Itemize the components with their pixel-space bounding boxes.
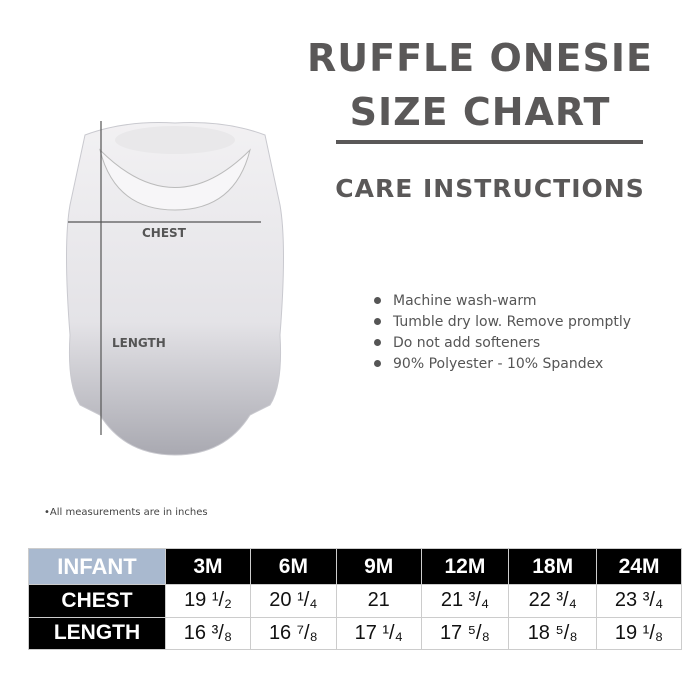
care-item: Machine wash-warm (374, 290, 631, 311)
table-cell: 21 (335, 584, 422, 618)
title-divider (336, 140, 643, 144)
measurement-note: •All measurements are in inches (44, 507, 208, 518)
row-header: LENGTH (28, 616, 166, 650)
table-cell: 19 ¹/₂ (165, 584, 251, 618)
chest-label: CHEST (142, 226, 186, 240)
table-cell: 17 ⁵/₈ (420, 616, 510, 650)
care-item: Do not add softeners (374, 332, 631, 353)
table-cell: 22 ³/₄ (508, 584, 598, 618)
bullet-icon (374, 297, 381, 304)
care-list: Machine wash-warm Tumble dry low. Remove… (374, 290, 631, 374)
size-header: 18M (508, 548, 598, 585)
chest-row: CHEST 19 ¹/₂ 20 ¹/₄ 21 21 ³/₄ 22 ³/₄ 23 … (28, 584, 682, 618)
table-cell: 20 ¹/₄ (249, 584, 337, 618)
title-line-2: SIZE CHART (349, 90, 611, 134)
infant-header: INFANT (28, 548, 166, 585)
care-text: Machine wash-warm (393, 292, 537, 309)
size-table: INFANT 3M 6M 9M 12M 18M 24M CHEST 19 ¹/₂… (28, 548, 682, 650)
title-line-1: RUFFLE ONESIE (307, 36, 653, 80)
length-row: LENGTH 16 ³/₈ 16 ⁷/₈ 17 ¹/₄ 17 ⁵/₈ 18 ⁵/… (28, 616, 682, 650)
table-cell: 18 ⁵/₈ (508, 616, 598, 650)
row-header: CHEST (28, 584, 166, 618)
size-header: 6M (249, 548, 337, 585)
length-label: LENGTH (112, 336, 166, 350)
onesie-image (66, 121, 284, 456)
bullet-icon (374, 318, 381, 325)
table-cell: 16 ⁷/₈ (249, 616, 337, 650)
table-cell: 17 ¹/₄ (335, 616, 422, 650)
care-item: Tumble dry low. Remove promptly (374, 311, 631, 332)
care-text: Tumble dry low. Remove promptly (393, 313, 632, 330)
table-cell: 16 ³/₈ (165, 616, 251, 650)
table-cell: 19 ¹/₈ (596, 616, 682, 650)
care-text: Do not add softeners (393, 334, 541, 351)
size-header: 12M (420, 548, 510, 585)
table-cell: 21 ³/₄ (420, 584, 510, 618)
care-text: 90% Polyester - 10% Spandex (393, 355, 604, 372)
size-header: 9M (335, 548, 422, 585)
care-item: 90% Polyester - 10% Spandex (374, 353, 631, 374)
bullet-icon (374, 360, 381, 367)
care-heading: CARE INSTRUCTIONS (335, 174, 645, 203)
size-header-row: INFANT 3M 6M 9M 12M 18M 24M (28, 548, 682, 585)
size-header: 3M (165, 548, 251, 585)
size-header: 24M (596, 548, 682, 585)
table-cell: 23 ³/₄ (596, 584, 682, 618)
bullet-icon (374, 339, 381, 346)
